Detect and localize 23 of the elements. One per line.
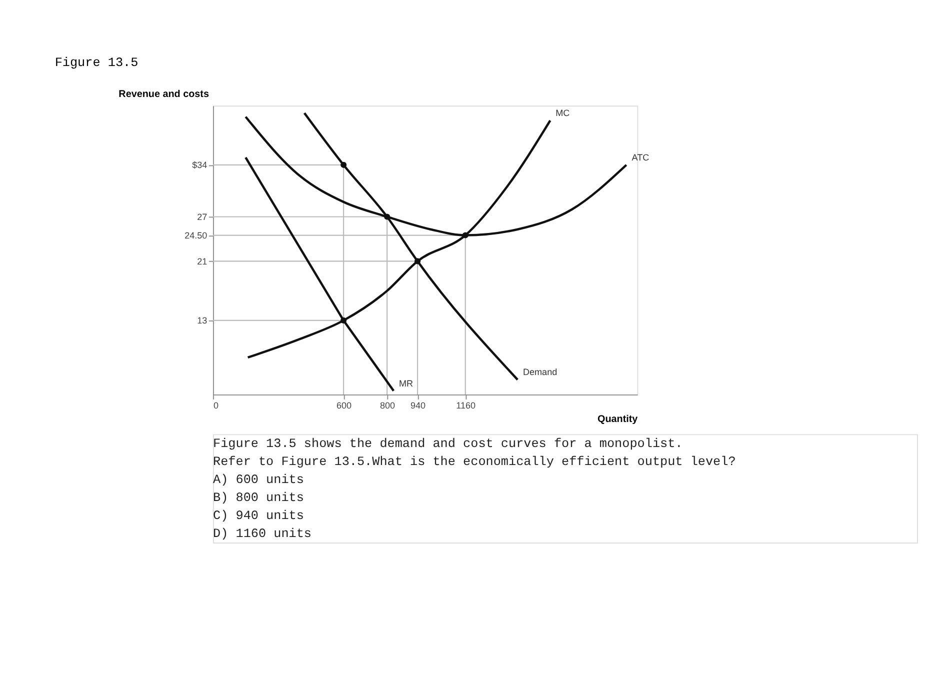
text: Refer to Figure 13.5.What is the economically efficient output level?	[213, 454, 736, 469]
x-tick-label: 800	[380, 400, 396, 410]
x-axis-title: Quantity	[598, 414, 638, 426]
caption: Figure 13.5 shows the demand and cost curves for a monopolist.	[213, 436, 683, 451]
y-axis-title: Revenue and costs	[118, 89, 210, 100]
y-tick-label: 27	[197, 212, 208, 222]
x-tick-label: 1160	[456, 400, 476, 410]
text: A) 600 units	[213, 472, 304, 487]
text: Figure 13.5	[54, 54, 138, 70]
x-tick-label: 940	[410, 400, 426, 410]
annotation: MC	[556, 108, 570, 118]
y-tick-label: 13	[197, 316, 208, 326]
text: D) 1160 units	[213, 526, 312, 542]
annotation: MR	[399, 378, 414, 388]
annotation: ATC	[632, 152, 650, 162]
x-tick-label: 600	[336, 400, 352, 410]
annotation: Demand	[523, 367, 558, 378]
text: B) 800 units	[213, 490, 304, 506]
y-tick-label: $34	[192, 160, 208, 170]
y-tick-label: 21	[197, 256, 208, 266]
x-tick-label: 0	[213, 400, 218, 410]
text: C) 940 units	[213, 508, 304, 524]
y-tick-label: 24.50	[184, 230, 208, 240]
